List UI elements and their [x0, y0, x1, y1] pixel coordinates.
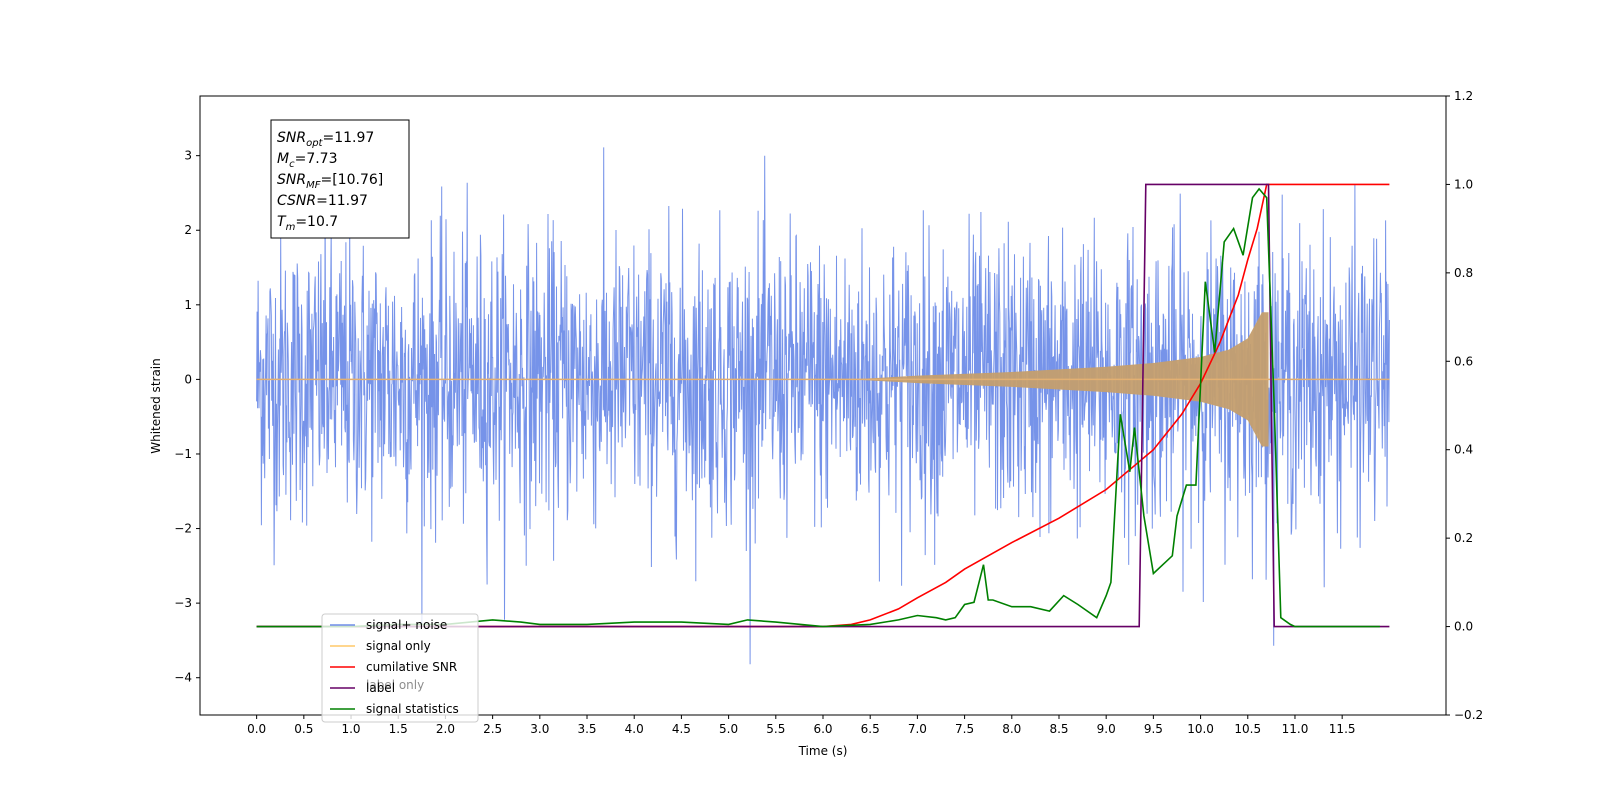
x-tick-label: 9.0 [1097, 722, 1116, 736]
series-cumilative-snr [256, 183, 1390, 628]
x-tick-label: 4.0 [625, 722, 644, 736]
y-axis-left: 3 2 1 0 −1 −2 −3 −4 [174, 149, 200, 685]
x-tick-label: 8.5 [1049, 722, 1068, 736]
y-tick-label-left: −1 [174, 447, 192, 461]
x-tick-label: 10.0 [1187, 722, 1214, 736]
legend-label: signal statistics [366, 702, 459, 716]
annotation-line: SNRopt=11.97 [277, 130, 374, 149]
x-tick-label: 5.0 [719, 722, 738, 736]
x-tick-label: 7.0 [908, 722, 927, 736]
y-tick-label-right: 0.2 [1454, 531, 1473, 545]
x-tick-label: 1.5 [389, 722, 408, 736]
y-tick-label-right: 1.2 [1454, 89, 1473, 103]
x-tick-label: 5.5 [766, 722, 785, 736]
y-tick-label-right: 0.6 [1454, 354, 1473, 368]
y-tick-label-right: 0.8 [1454, 266, 1473, 280]
x-tick-label: 2.5 [483, 722, 502, 736]
stats-annotation-box: SNRopt=11.97 Mc=7.73 SNRMF=[10.76] CSNR=11.… [270, 119, 410, 239]
y-tick-label-left: 3 [184, 149, 192, 163]
x-tick-label: 11.0 [1282, 722, 1309, 736]
x-tick-label: 3.0 [530, 722, 549, 736]
x-tick-label: 10.5 [1234, 722, 1261, 736]
x-tick-label: 0.5 [294, 722, 313, 736]
y-tick-label-left: 0 [184, 372, 192, 386]
y-tick-label-left: −3 [174, 596, 192, 610]
legend-label: cumilative SNR [366, 660, 457, 674]
legend-hidden-text: label only [366, 678, 424, 692]
annotation-line: CSNR=11.97 [277, 193, 368, 209]
series-signal-statistics [256, 187, 1380, 628]
annotation-line: Tm=10.7 [277, 214, 338, 233]
annotation-line: Mc=7.73 [277, 151, 338, 170]
x-tick-label: 7.5 [955, 722, 974, 736]
legend-frame [321, 613, 479, 723]
x-tick-label: 2.0 [436, 722, 455, 736]
x-axis: 0.0 0.5 1.0 1.5 2.0 2.5 3.0 3.5 4.0 4.5 5.0 5.5 6.0 6… [247, 715, 1356, 736]
annotation-line: SNRMF=[10.76] [277, 172, 383, 191]
y-tick-label-right: −0.2 [1454, 708, 1483, 722]
x-tick-label: 6.0 [813, 722, 832, 736]
y-tick-label-right: 1.0 [1454, 177, 1473, 191]
y-tick-label-left: −2 [174, 522, 192, 536]
x-tick-label: 8.0 [1002, 722, 1021, 736]
y-tick-label-right: 0.0 [1454, 620, 1473, 634]
y-tick-label-left: 1 [184, 298, 192, 312]
y-axis-label: Whitened strain [149, 358, 163, 454]
x-tick-label: 1.0 [341, 722, 360, 736]
signal-plus-noise-series [256, 147, 1390, 665]
x-tick-label: 4.5 [672, 722, 691, 736]
legend-label: signal only [366, 639, 431, 653]
line-series-group [256, 183, 1390, 628]
legend-label: signal+ noise [366, 618, 447, 632]
x-tick-label: 6.5 [861, 722, 880, 736]
noise-trace [256, 147, 1390, 665]
x-tick-label: 9.5 [1144, 722, 1163, 736]
x-tick-label: 11.5 [1329, 722, 1356, 736]
y-axis-right: 1.2 1.0 0.8 0.6 0.4 0.2 0.0 −0.2 [1446, 89, 1483, 722]
x-tick-label: 0.0 [247, 722, 266, 736]
x-axis-label: Time (s) [798, 744, 848, 758]
legend: label only signal+ noise signal only cumila… [321, 613, 479, 723]
annotation-frame [270, 119, 410, 239]
x-tick-label: 3.5 [577, 722, 596, 736]
y-tick-label-left: −4 [174, 671, 192, 685]
y-tick-label-right: 0.4 [1454, 443, 1473, 457]
y-tick-label-left: 2 [184, 223, 192, 237]
legend-label: label [366, 681, 395, 695]
